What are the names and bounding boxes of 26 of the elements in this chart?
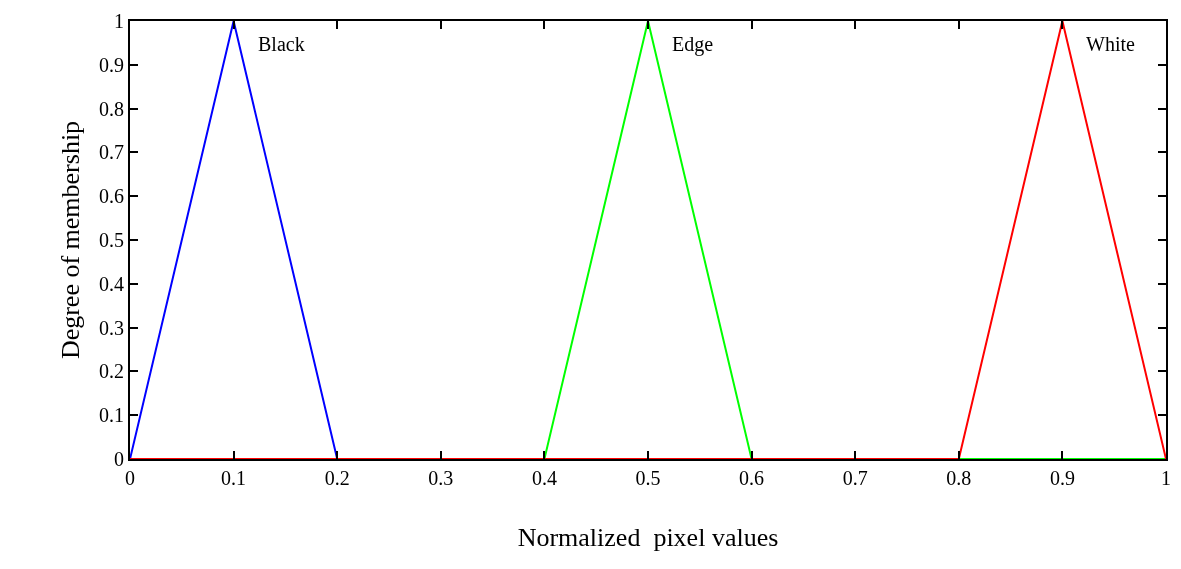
- x-axis-title: Normalized pixel values: [517, 523, 779, 553]
- x-tick-label: 0.1: [221, 467, 247, 489]
- y-tick-label: 0.7: [99, 141, 124, 164]
- y-tick-label: 0.5: [99, 229, 124, 251]
- y-tick-label: 1: [114, 10, 124, 32]
- y-tick-label: 0.9: [99, 53, 124, 76]
- x-tick-label: 0.2: [324, 467, 350, 489]
- y-tick-label: 0: [114, 448, 124, 470]
- x-tick-label: 0.4: [531, 467, 557, 489]
- x-tick-label: 0.7: [842, 467, 868, 489]
- y-tick-label: 0.4: [99, 272, 124, 295]
- x-tick-label: 1: [1161, 467, 1171, 489]
- series-label: White: [1086, 33, 1135, 55]
- x-tick-label: 0.8: [946, 467, 972, 489]
- y-tick-label: 0.6: [99, 185, 124, 208]
- x-tick-label: 0.9: [1049, 467, 1075, 489]
- y-tick-label: 0.2: [99, 360, 124, 383]
- y-tick-label: 0.8: [99, 97, 124, 120]
- x-tick-label: 0.5: [635, 467, 661, 489]
- x-tick-label: 0.6: [739, 467, 765, 489]
- y-tick-label: 0.3: [99, 316, 124, 339]
- y-tick-label: 0.1: [99, 404, 124, 427]
- x-tick-label: 0.3: [428, 467, 454, 489]
- y-axis-title: Degree of membership: [55, 120, 85, 360]
- series-label: Edge: [672, 33, 714, 56]
- series-label: Black: [258, 33, 305, 55]
